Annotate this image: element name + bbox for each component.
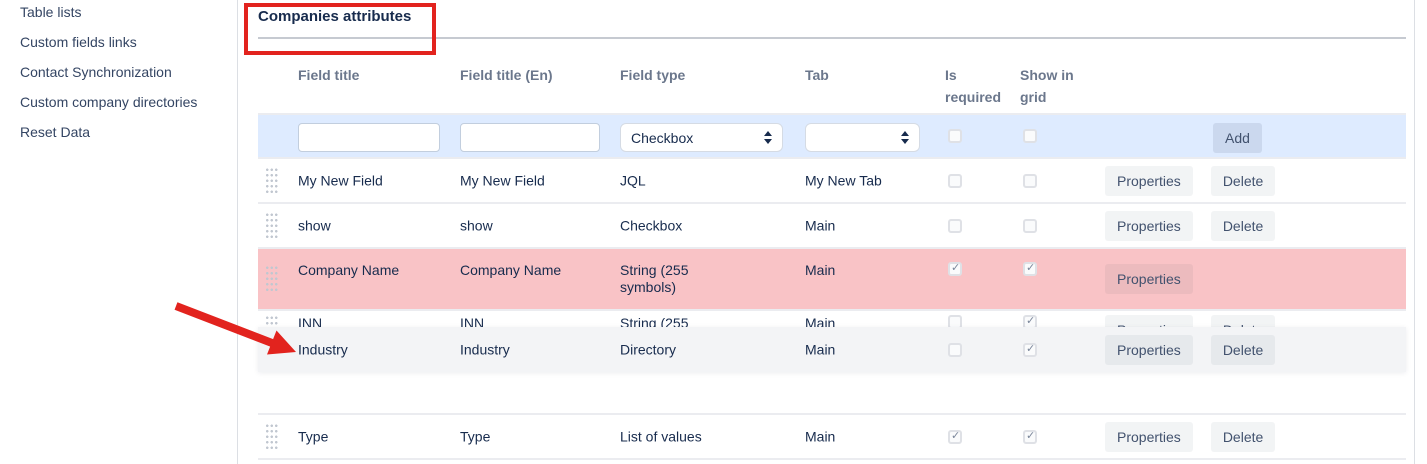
page-title: Companies attributes xyxy=(258,8,412,25)
sidebar-item-custom-company-directories[interactable]: Custom company directories xyxy=(20,87,237,117)
sidebar-menu: Table lists Custom fields links Contact … xyxy=(0,0,237,147)
field-type-select-value: Checkbox xyxy=(631,129,694,146)
title-divider xyxy=(258,37,1406,39)
delete-button[interactable]: Delete xyxy=(1210,334,1276,365)
row-actions: Properties xyxy=(1105,264,1193,294)
cell-field-title-en: Type xyxy=(460,428,491,444)
cell-field-title: show xyxy=(298,217,331,233)
row-actions: Properties Delete xyxy=(1105,421,1276,452)
properties-button[interactable]: Properties xyxy=(1105,165,1193,196)
cell-tab: Main xyxy=(805,428,836,444)
cell-tab: Main xyxy=(805,217,836,233)
is-required-checkbox[interactable] xyxy=(948,173,962,188)
properties-button[interactable]: Properties xyxy=(1105,210,1193,241)
add-button[interactable]: Add xyxy=(1213,123,1262,153)
column-header-field-title: Field title xyxy=(298,67,360,83)
sidebar-item-label[interactable]: Custom fields links xyxy=(20,34,137,50)
cell-tab: Main xyxy=(805,341,836,357)
dragged-row-layer: Industry Industry Directory Main Propert… xyxy=(258,327,1406,372)
delete-button[interactable]: Delete xyxy=(1210,421,1276,452)
show-in-grid-checkbox[interactable] xyxy=(1023,342,1037,357)
drag-handle-icon[interactable] xyxy=(265,422,279,451)
sidebar-divider xyxy=(237,0,238,464)
attributes-table: Checkbox Add My New Field My New Field J… xyxy=(258,113,1406,460)
delete-button[interactable]: Delete xyxy=(1210,210,1276,241)
cell-field-type: List of values xyxy=(620,428,702,444)
tab-select[interactable] xyxy=(805,123,920,152)
cell-field-title-en: Company Name xyxy=(460,262,562,278)
sidebar: Table lists Custom fields links Contact … xyxy=(0,0,237,147)
table-row: Company Name Company Name String (255 sy… xyxy=(258,249,1406,311)
cell-field-type: Checkbox xyxy=(620,217,683,233)
row-actions: Properties Delete xyxy=(1105,210,1276,241)
sidebar-item-label[interactable]: Custom company directories xyxy=(20,94,198,110)
sidebar-item-table-lists[interactable]: Table lists xyxy=(20,0,237,27)
table-row: show show Checkbox Main Properties Delete xyxy=(258,204,1406,249)
table-header-row: Field title Field title (En) Field type … xyxy=(258,60,1406,113)
table-row: Type Type List of values Main Properties… xyxy=(258,413,1406,460)
show-in-grid-checkbox[interactable] xyxy=(1023,218,1037,233)
add-field-form-row: Checkbox Add xyxy=(258,113,1406,159)
column-header-show-in-grid: Show in grid xyxy=(1020,67,1074,105)
cell-field-title: Type xyxy=(298,428,329,444)
field-type-select[interactable]: Checkbox xyxy=(620,123,783,152)
is-required-checkbox[interactable] xyxy=(948,129,962,143)
table-rows: My New Field My New Field JQL My New Tab… xyxy=(258,159,1406,460)
cell-field-title: My New Field xyxy=(298,172,383,188)
is-required-checkbox[interactable] xyxy=(948,342,962,357)
column-header-tab: Tab xyxy=(805,67,829,83)
properties-button[interactable]: Properties xyxy=(1105,334,1193,365)
cell-field-type: String (255 symbols) xyxy=(620,262,689,295)
sidebar-item-reset-data[interactable]: Reset Data xyxy=(20,117,237,147)
drag-handle-icon[interactable] xyxy=(265,211,279,240)
properties-button[interactable]: Properties xyxy=(1105,264,1193,294)
sidebar-item-custom-fields-links[interactable]: Custom fields links xyxy=(20,27,237,57)
sidebar-item-contact-synchronization[interactable]: Contact Synchronization xyxy=(20,57,237,87)
drag-handle-icon[interactable] xyxy=(265,166,279,195)
cell-field-type: Directory xyxy=(620,341,677,357)
field-title-en-input[interactable] xyxy=(460,123,600,152)
field-title-input[interactable] xyxy=(298,123,440,152)
sidebar-item-label[interactable]: Contact Synchronization xyxy=(20,64,172,80)
cell-field-title: Industry xyxy=(298,341,348,357)
column-header-field-type: Field type xyxy=(620,67,686,83)
cell-field-type: JQL xyxy=(620,172,646,188)
delete-button[interactable]: Delete xyxy=(1210,165,1276,196)
row-actions: Properties Delete xyxy=(1105,165,1276,196)
content-right-border xyxy=(1414,0,1415,464)
show-in-grid-checkbox[interactable] xyxy=(1023,261,1037,276)
properties-button[interactable]: Properties xyxy=(1105,421,1193,452)
sidebar-item-label[interactable]: Table lists xyxy=(20,4,82,20)
is-required-checkbox[interactable] xyxy=(948,218,962,233)
show-in-grid-checkbox[interactable] xyxy=(1023,429,1037,444)
cell-field-title-en: Industry xyxy=(460,341,510,357)
cell-tab: My New Tab xyxy=(805,172,882,188)
cell-tab: Main xyxy=(805,262,836,278)
show-in-grid-checkbox[interactable] xyxy=(1023,173,1037,188)
is-required-checkbox[interactable] xyxy=(948,261,962,276)
cell-field-title-en: My New Field xyxy=(460,172,545,188)
drag-handle-icon[interactable] xyxy=(265,265,279,293)
column-header-field-title-en: Field title (En) xyxy=(460,67,553,83)
table-row: My New Field My New Field JQL My New Tab… xyxy=(258,159,1406,204)
row-actions: Properties Delete xyxy=(1105,334,1276,365)
cell-field-title: Company Name xyxy=(298,262,400,278)
column-header-is-required: Is required xyxy=(945,67,1002,105)
sidebar-item-label[interactable]: Reset Data xyxy=(20,124,91,140)
select-stepper-icon xyxy=(764,131,772,144)
table-row: Industry Industry Directory Main Propert… xyxy=(258,327,1406,372)
cell-field-title-en: show xyxy=(460,217,493,233)
show-in-grid-checkbox[interactable] xyxy=(1023,129,1037,143)
is-required-checkbox[interactable] xyxy=(948,429,962,444)
select-stepper-icon xyxy=(901,131,909,144)
